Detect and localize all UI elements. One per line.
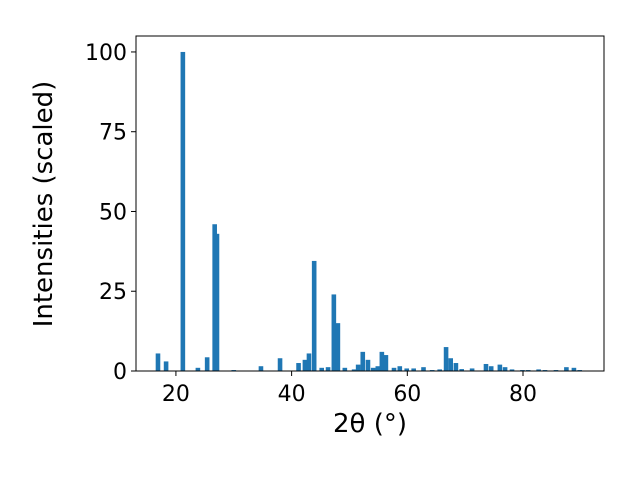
bar	[155, 353, 161, 371]
y-tick-label: 25	[99, 280, 127, 305]
y-tick-label: 75	[99, 121, 127, 146]
bar	[311, 260, 317, 371]
bar	[163, 361, 169, 371]
bar	[437, 369, 443, 371]
bar	[277, 358, 283, 371]
bar	[258, 366, 264, 371]
bar	[180, 51, 186, 371]
y-tick-label: 100	[85, 41, 127, 66]
bar	[497, 364, 503, 371]
bar	[355, 364, 361, 371]
bar	[306, 353, 312, 371]
bar	[421, 367, 426, 371]
bar	[365, 359, 371, 371]
bar	[302, 359, 308, 371]
x-axis-label: 2θ (°)	[333, 409, 407, 439]
y-tick-label: 50	[99, 200, 127, 225]
bar	[459, 369, 464, 371]
bar	[360, 351, 366, 371]
bar	[375, 366, 381, 371]
bar	[443, 347, 449, 371]
bar	[379, 351, 385, 371]
bar	[325, 367, 331, 371]
bar	[397, 366, 403, 371]
x-tick-label: 40	[278, 382, 306, 407]
x-tick-label: 20	[162, 382, 190, 407]
bar	[391, 367, 397, 371]
y-axis-label: Intensities (scaled)	[29, 81, 59, 328]
bar	[195, 367, 201, 371]
bar	[488, 366, 494, 371]
bar	[469, 368, 475, 371]
axes-frame	[135, 35, 605, 372]
bar	[411, 368, 416, 371]
bar	[502, 367, 508, 371]
bar	[335, 323, 341, 371]
bar	[509, 369, 515, 371]
x-tick-label: 60	[393, 382, 421, 407]
bar	[571, 367, 577, 371]
bar	[351, 369, 357, 371]
bar	[214, 233, 220, 371]
bar	[212, 224, 217, 371]
bar	[448, 358, 453, 371]
y-tick-label: 0	[113, 360, 127, 385]
bar	[483, 363, 489, 371]
bar	[319, 367, 324, 371]
bar	[342, 367, 348, 371]
bar	[536, 369, 541, 371]
bar	[331, 294, 337, 371]
bar	[564, 367, 569, 371]
x-tick-label: 80	[509, 382, 537, 407]
bar	[296, 363, 301, 371]
bar	[370, 367, 376, 371]
bar	[204, 357, 210, 371]
bar	[383, 355, 389, 371]
bar	[404, 368, 410, 371]
bar	[453, 363, 459, 371]
